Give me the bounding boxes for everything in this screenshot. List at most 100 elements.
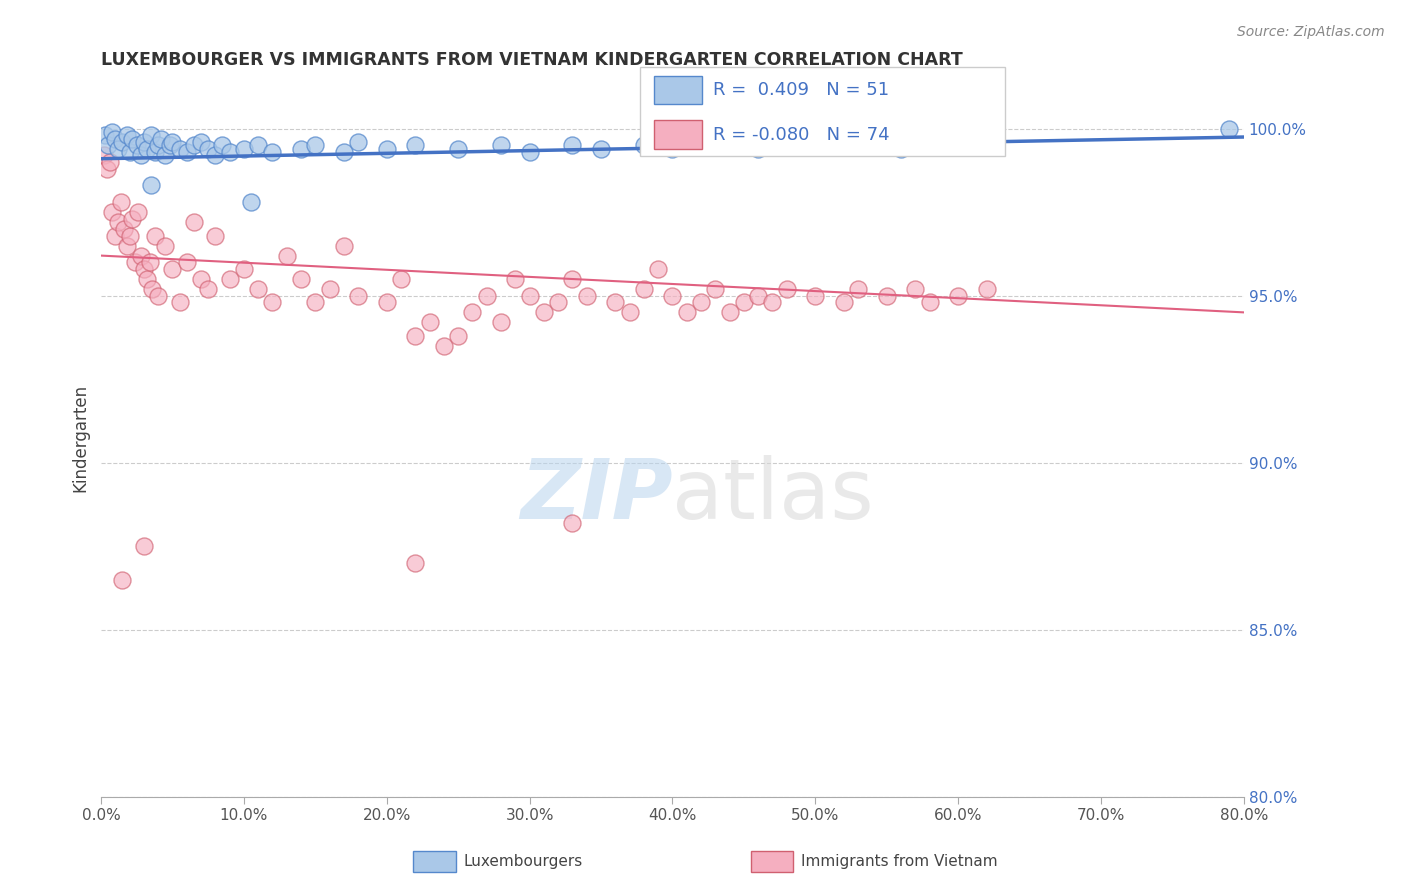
Point [333,238,356,252]
Point [150,131,173,145]
Point [404,138,426,153]
Point [447,142,470,156]
Point [718,305,741,319]
Point [155,238,177,252]
Point [976,282,998,296]
Point [461,305,484,319]
Point [619,305,641,319]
Point [704,138,727,153]
Point [112,222,135,236]
Point [832,295,855,310]
Point [139,178,162,193]
Point [890,142,912,156]
Point [159,138,181,153]
Point [204,148,226,162]
Point [876,288,898,302]
Point [190,135,212,149]
Point [107,142,129,156]
Point [143,228,166,243]
Point [633,138,655,153]
Text: R =  0.409   N = 51: R = 0.409 N = 51 [713,81,889,99]
Point [135,142,157,156]
Point [304,138,326,153]
Point [675,305,697,319]
Point [661,142,683,156]
Text: LUXEMBOURGER VS IMMIGRANTS FROM VIETNAM KINDERGARTEN CORRELATION CHART: LUXEMBOURGER VS IMMIGRANTS FROM VIETNAM … [101,51,963,69]
Point [111,573,134,587]
Point [247,282,270,296]
Point [118,228,141,243]
Point [190,272,212,286]
Point [304,295,326,310]
Point [633,282,655,296]
Point [347,135,370,149]
Point [132,135,155,149]
Point [98,155,121,169]
Point [129,148,152,162]
Point [1218,121,1240,136]
Point [489,138,512,153]
Point [132,539,155,553]
Point [139,128,162,143]
Point [148,288,170,302]
Point [347,288,370,302]
Point [790,138,813,153]
Point [832,138,855,153]
Point [704,282,727,296]
Point [218,272,240,286]
Point [561,516,583,530]
Text: atlas: atlas [672,455,875,535]
Text: ZIP: ZIP [520,455,672,535]
Point [162,262,184,277]
Point [211,138,233,153]
Point [290,142,312,156]
Point [690,295,713,310]
Point [240,195,263,210]
Point [232,142,254,156]
Point [918,295,941,310]
Point [247,138,270,153]
Point [533,305,555,319]
Point [121,211,143,226]
Point [197,282,219,296]
Point [204,228,226,243]
Point [276,249,298,263]
Point [647,262,669,277]
Point [132,262,155,277]
Point [93,148,115,162]
Point [333,145,356,159]
Point [111,135,134,149]
Point [162,135,184,149]
Point [547,295,569,310]
Point [141,282,163,296]
Point [804,288,827,302]
Point [561,138,583,153]
Point [101,125,124,139]
Point [118,145,141,159]
Point [747,288,769,302]
Point [447,328,470,343]
Point [155,148,177,162]
Point [846,282,869,296]
Point [138,255,160,269]
Text: Immigrants from Vietnam: Immigrants from Vietnam [801,855,998,869]
Point [115,238,138,252]
Point [143,145,166,159]
Point [946,288,969,302]
Point [575,288,598,302]
Point [733,295,755,310]
Point [262,295,284,310]
Point [404,556,426,570]
Point [101,205,124,219]
Point [104,228,127,243]
Point [475,288,498,302]
Point [561,272,583,286]
Point [519,145,541,159]
Point [169,295,191,310]
Point [290,272,312,286]
Point [135,272,157,286]
Point [605,295,627,310]
Point [519,288,541,302]
Point [197,142,219,156]
Point [129,249,152,263]
